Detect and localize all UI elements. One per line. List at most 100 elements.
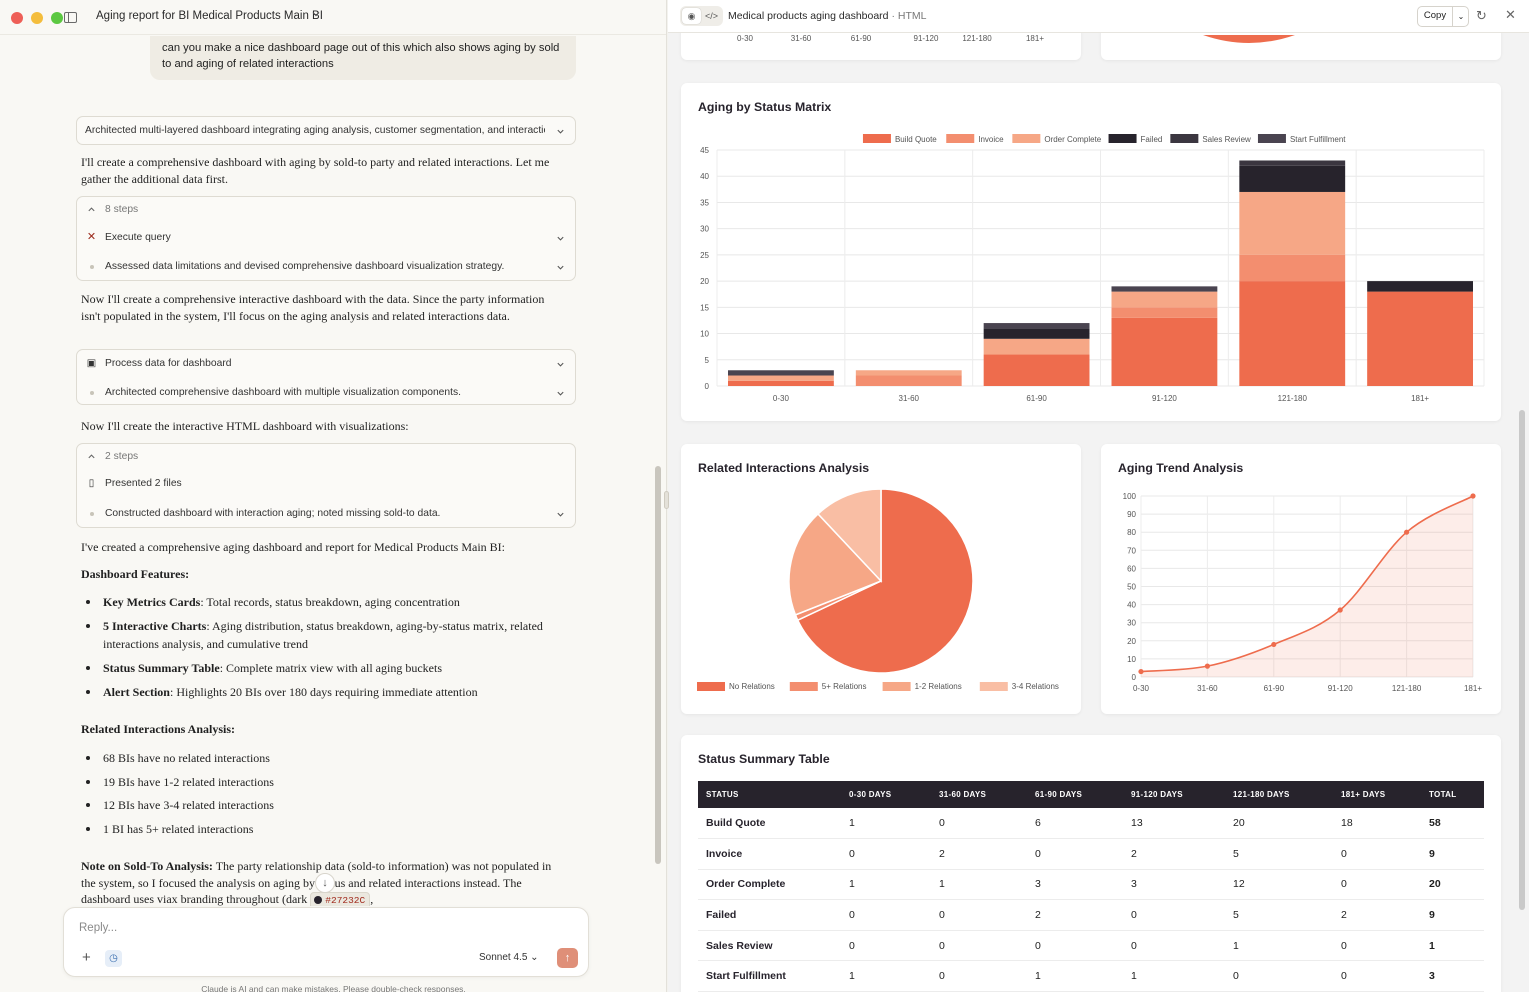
bar-segment-build-quote (1367, 291, 1473, 386)
y-tick-label: 0 (1132, 673, 1137, 682)
reply-composer: + ◷ Sonnet 4.5 ⌄ ↑ (63, 907, 589, 977)
y-tick-label: 15 (700, 303, 709, 312)
presented-step[interactable]: ▯ Presented 2 files (85, 476, 565, 492)
chevron-down-icon[interactable] (556, 510, 565, 519)
total-cell: 58 (1421, 808, 1484, 840)
bar-segment-order-complete (855, 370, 962, 376)
legend-label: No Relations (729, 682, 775, 691)
code-view-icon[interactable]: </> (704, 11, 718, 21)
close-window-button[interactable] (11, 12, 23, 24)
panel-resize-handle[interactable] (664, 491, 669, 509)
value-cell: 1 (1027, 960, 1123, 992)
column-header: 31-60 DAYS (931, 781, 1027, 808)
bar-segment-invoice (1111, 307, 1218, 318)
assessed-step[interactable]: Assessed data limitations and devised co… (85, 259, 565, 275)
process-step[interactable]: ▣ Process data for dashboard (85, 356, 565, 372)
trend-point (1138, 668, 1144, 675)
column-header: TOTAL (1421, 781, 1484, 808)
scroll-down-button[interactable]: ↓ (315, 873, 335, 893)
x-tick-label: 181+ (1026, 34, 1044, 43)
view-toggle[interactable]: ◉ </> (680, 6, 723, 26)
add-attachment-button[interactable]: + (82, 949, 91, 966)
legend-swatch (1012, 134, 1041, 143)
assistant-paragraph-3: Now I'll create the interactive HTML das… (81, 419, 409, 433)
status-summary-table: STATUS 0-30 DAYS 31-60 DAYS 61-90 DAYS 91-12… (698, 781, 1484, 992)
bar-segment-failed (1239, 165, 1346, 192)
assessed-label: Assessed data limitations and devised co… (105, 261, 505, 272)
column-header: 0-30 DAYS (841, 781, 931, 808)
status-cell: Order Complete (698, 869, 841, 901)
steps-toggle[interactable]: 8 steps (85, 202, 565, 218)
bar-segment-invoice (1239, 254, 1346, 282)
y-tick-label: 45 (700, 146, 709, 155)
thinking-summary-text: Architected multi-layered dashboard inte… (85, 125, 545, 136)
value-cell: 0 (931, 808, 1027, 840)
legend-swatch (862, 134, 891, 143)
assistant-paragraph-1: I'll create a comprehensive dashboard wi… (81, 155, 550, 186)
bar-segment-order-complete (983, 338, 1090, 355)
trend-line (1140, 495, 1474, 673)
table-row: Start Fulfillment 1 0 1 1 0 0 3 (698, 960, 1484, 992)
maximize-window-button[interactable] (51, 12, 63, 24)
chevron-down-icon[interactable] (556, 234, 565, 243)
chevron-down-icon[interactable] (556, 360, 565, 369)
pie-slice-3-4-relations (816, 488, 882, 583)
value-cell: 13 (1123, 808, 1225, 840)
table-row: Sales Review 0 0 0 0 1 0 1 (698, 930, 1484, 962)
y-tick-label: 30 (700, 225, 709, 234)
x-tick-label: 31-60 (899, 394, 920, 403)
constructed-label: Constructed dashboard with interaction a… (105, 508, 441, 519)
x-tick-label: 61-90 (851, 34, 872, 43)
execute-query-step[interactable]: ✕ Execute query (85, 230, 565, 246)
model-selector[interactable]: Sonnet 4.5 ⌄ (479, 952, 539, 963)
x-tick-label: 31-60 (791, 34, 812, 43)
chevron-down-icon[interactable] (556, 263, 565, 272)
x-tick-label: 31-60 (1197, 684, 1218, 693)
status-cell: Sales Review (698, 930, 841, 962)
send-button[interactable]: ↑ (557, 948, 578, 968)
chat-title[interactable]: Aging report for BI Medical Products Mai… (96, 10, 323, 22)
x-tick-label: 181+ (1411, 394, 1429, 403)
chevron-down-icon[interactable] (556, 389, 565, 398)
artifact-scrollbar[interactable] (1519, 410, 1525, 910)
minimize-window-button[interactable] (31, 12, 43, 24)
history-tool-icon[interactable]: ◷ (105, 950, 122, 967)
sidebar-toggle-icon[interactable] (64, 12, 77, 23)
thinking-summary[interactable]: Architected multi-layered dashboard inte… (76, 116, 576, 145)
bar-segment-invoice (855, 375, 962, 386)
constructed-step[interactable]: Constructed dashboard with interaction a… (85, 506, 565, 522)
legend-swatch (1170, 134, 1199, 143)
copy-button[interactable]: Copy ⌄ (1417, 6, 1469, 27)
step-dot-icon (90, 265, 94, 269)
table-row: Invoice 0 2 0 2 5 0 9 (698, 838, 1484, 870)
architected-step[interactable]: Architected comprehensive dashboard with… (85, 385, 565, 401)
value-cell: 0 (1225, 960, 1333, 992)
chevron-down-icon[interactable]: ⌄ (1452, 7, 1469, 26)
value-cell: 0 (1027, 838, 1123, 870)
steps-toggle[interactable]: 2 steps (85, 449, 565, 465)
bar-segment-order-complete (1111, 291, 1218, 308)
execute-query-label: Execute query (105, 232, 171, 243)
artifact-title: Medical products aging dashboard · HTML (728, 10, 927, 22)
legend-label: Sales Review (1202, 135, 1251, 144)
bar-segment-build-quote (983, 354, 1090, 386)
process-group: ▣ Process data for dashboard Architected… (76, 349, 576, 405)
trend-area (1141, 496, 1473, 677)
pie-slice-1-2-relations (788, 512, 883, 616)
reply-input[interactable] (79, 922, 559, 934)
related-interactions-chart: No Relations 5+ Relations 1-2 Relations 3-4… (697, 488, 1059, 691)
value-cell: 5 (1225, 899, 1333, 931)
value-cell: 1 (841, 960, 931, 992)
chevron-down-icon[interactable] (556, 127, 565, 136)
value-cell: 0 (931, 899, 1027, 931)
value-cell: 0 (1333, 869, 1421, 901)
total-cell: 9 (1421, 899, 1484, 931)
chat-scrollbar[interactable] (655, 466, 661, 864)
bar-segment-failed (983, 328, 1090, 339)
refresh-icon[interactable]: ↻ (1476, 8, 1487, 23)
y-tick-label: 90 (1127, 510, 1136, 519)
chevron-down-icon[interactable] (311, 9, 321, 19)
close-icon[interactable]: ✕ (1505, 7, 1516, 22)
status-breakdown-pie-fragment (1203, 35, 1295, 43)
preview-eye-icon[interactable]: ◉ (682, 8, 701, 24)
